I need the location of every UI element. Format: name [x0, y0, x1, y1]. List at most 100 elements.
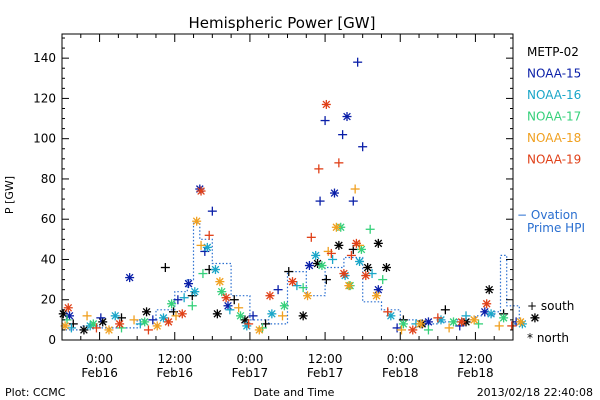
point-noaa-15-north — [329, 188, 339, 198]
point-noaa-16-north — [210, 265, 220, 275]
point-noaa-17-north — [448, 317, 458, 327]
point-noaa-19-south — [204, 230, 214, 240]
x-tick-label-time: 12:00 — [157, 352, 192, 366]
y-tick-label: 100 — [33, 132, 56, 146]
point-noaa-18-south — [196, 240, 206, 250]
point-noaa-15-south — [353, 57, 363, 67]
point-noaa-16-north — [110, 311, 120, 321]
point-noaa-18-north — [516, 317, 526, 327]
point-metp-02-south — [321, 275, 331, 285]
point-noaa-18-north — [104, 325, 114, 335]
point-metp-02-north — [373, 238, 383, 248]
point-metp-02-north — [142, 307, 152, 317]
point-noaa-15-south — [392, 323, 402, 333]
point-noaa-16-south — [225, 305, 235, 315]
y-tick-label: 80 — [41, 172, 56, 186]
point-metp-02-south — [284, 267, 294, 277]
legend-entry-noaa-18: NOAA-18 — [527, 131, 581, 145]
point-metp-02-north — [298, 311, 308, 321]
data-points — [58, 57, 540, 335]
legend-entry-ovation-line2: Prime HPI — [527, 221, 585, 235]
legend: METP-02 NOAA-15 NOAA-16 NOAA-17 NOAA-18 NOAA-… — [517, 45, 585, 345]
ovation-step-line — [62, 222, 520, 331]
y-axis-label: P [GW] — [3, 176, 16, 214]
point-noaa-15-south — [358, 142, 368, 152]
point-metp-02-north — [363, 263, 373, 273]
point-metp-02-south — [160, 263, 170, 273]
x-tick-label-time: 0:00 — [86, 352, 113, 366]
point-noaa-15-north — [304, 261, 314, 271]
point-noaa-16-south — [66, 323, 76, 333]
point-noaa-15-north — [480, 307, 490, 317]
point-noaa-15-north — [423, 317, 433, 327]
y-tick-label: 0 — [48, 333, 56, 347]
x-tick-label-date: Feb18 — [382, 366, 419, 380]
point-noaa-16-north — [486, 309, 496, 319]
point-noaa-18-south — [444, 323, 454, 333]
point-noaa-15-south — [148, 315, 158, 325]
point-noaa-18-north — [303, 291, 313, 301]
chart-title: Hemispheric Power [GW] — [189, 14, 376, 32]
point-noaa-17-south — [474, 319, 484, 329]
point-metp-02-south — [68, 319, 78, 329]
point-metp-02-north — [484, 285, 494, 295]
point-noaa-15-south — [320, 116, 330, 126]
point-noaa-18-south — [277, 311, 287, 321]
plot-credit: Plot: CCMC — [5, 386, 66, 399]
point-noaa-16-north — [158, 313, 168, 323]
point-noaa-15-north — [373, 285, 383, 295]
point-noaa-18-north — [469, 315, 479, 325]
legend-entry-metp-02: METP-02 — [527, 45, 579, 59]
point-noaa-15-north — [342, 112, 352, 122]
point-metp-02-south — [229, 295, 239, 305]
point-noaa-17-north — [140, 317, 150, 327]
point-noaa-19-north — [482, 299, 492, 309]
point-noaa-17-south — [298, 283, 308, 293]
point-noaa-16-south — [292, 281, 302, 291]
legend-entry-noaa-16: NOAA-16 — [527, 88, 581, 102]
point-noaa-19-north — [288, 277, 298, 287]
point-noaa-16-north — [311, 250, 321, 260]
point-noaa-18-north — [215, 277, 225, 287]
point-metp-02-south — [440, 305, 450, 315]
point-noaa-19-north — [321, 99, 331, 109]
point-noaa-18-south — [234, 303, 244, 313]
point-noaa-17-north — [217, 287, 227, 297]
point-noaa-19-north — [265, 291, 275, 301]
point-noaa-18-north — [254, 325, 264, 335]
x-tick-label-date: Feb16 — [81, 366, 118, 380]
ovation-prime-hpi-line — [62, 222, 520, 331]
plot-axes: 0204060801001201400:00Feb1612:00Feb160:0… — [33, 33, 514, 380]
point-noaa-17-north — [317, 261, 327, 271]
legend-entry-noaa-19: NOAA-19 — [527, 153, 581, 167]
point-noaa-17-north — [279, 301, 289, 311]
point-noaa-18-south — [397, 325, 407, 335]
point-noaa-18-south — [129, 315, 139, 325]
x-axis-label: Date and Time — [254, 386, 335, 399]
point-noaa-16-south — [179, 293, 189, 303]
point-noaa-17-south — [365, 224, 375, 234]
point-noaa-19-south — [244, 319, 254, 329]
point-noaa-19-north — [63, 303, 73, 313]
x-tick-label-time: 0:00 — [236, 352, 263, 366]
point-noaa-18-north — [331, 222, 341, 232]
point-noaa-15-south — [248, 311, 258, 321]
point-noaa-19-south — [334, 158, 344, 168]
point-noaa-18-south — [350, 184, 360, 194]
point-noaa-19-south — [143, 325, 153, 335]
y-tick-label: 60 — [41, 212, 56, 226]
point-metp-02-north — [530, 313, 540, 323]
x-tick-label-time: 12:00 — [308, 352, 343, 366]
point-metp-02-north — [98, 317, 108, 327]
point-noaa-15-south — [207, 206, 217, 216]
point-noaa-18-south — [82, 311, 92, 321]
x-tick-label-date: Feb17 — [307, 366, 344, 380]
legend-entry-noaa-15: NOAA-15 — [527, 67, 581, 81]
point-noaa-19-north — [115, 319, 125, 329]
point-noaa-19-south — [306, 232, 316, 242]
point-noaa-17-north — [499, 313, 509, 323]
x-tick-label-date: Feb17 — [232, 366, 269, 380]
point-noaa-19-north — [457, 317, 467, 327]
point-metp-02-north — [79, 325, 89, 335]
